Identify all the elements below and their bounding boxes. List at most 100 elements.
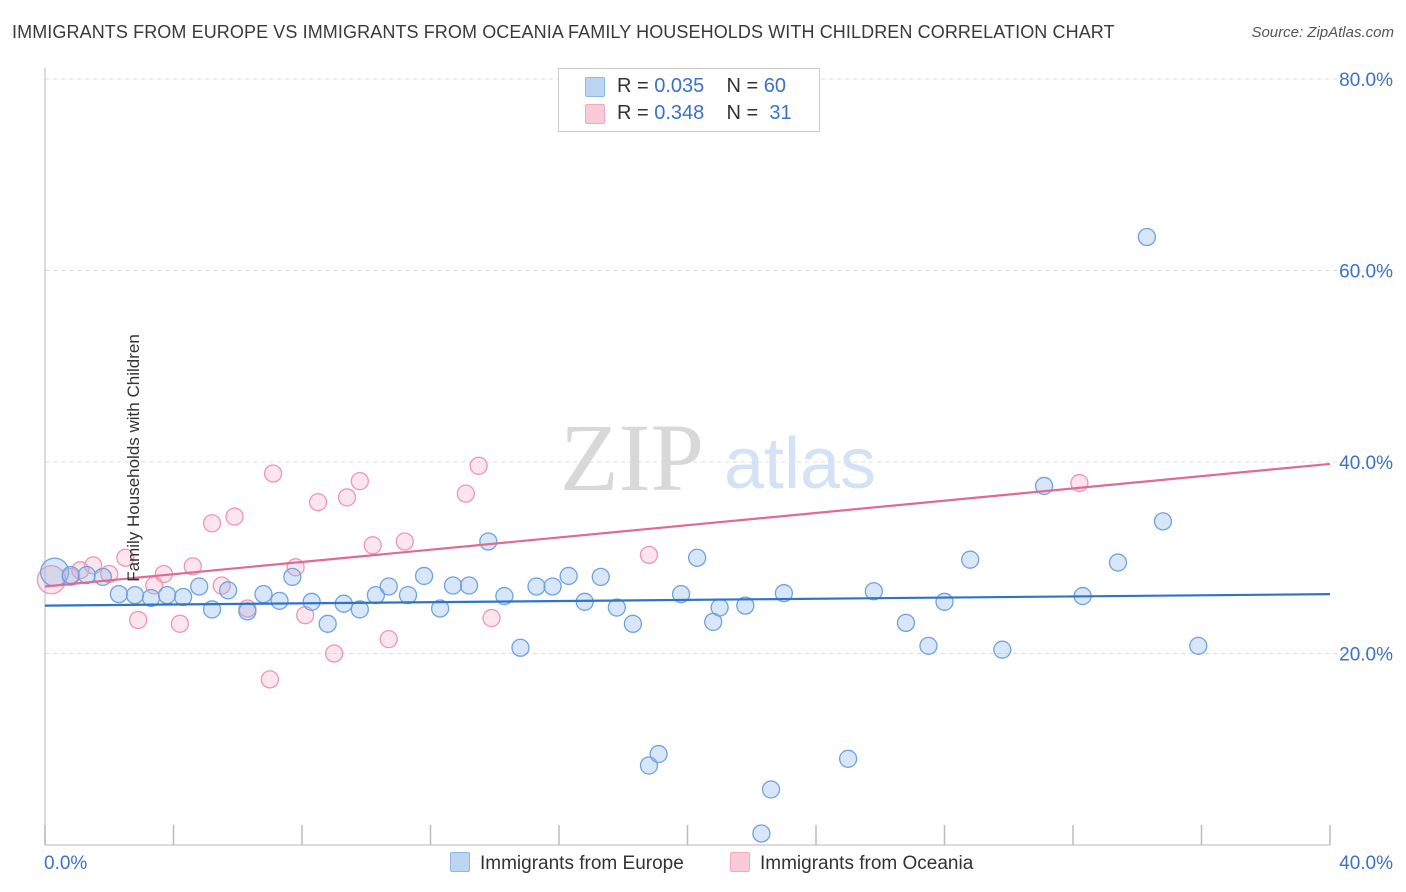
legend-oceania-r-label: R = bbox=[617, 102, 649, 124]
europe-point-57 bbox=[1137, 227, 1157, 247]
y-tick-label: 20.0% bbox=[1339, 645, 1393, 666]
x-tick-label-max: 40.0% bbox=[1339, 853, 1393, 874]
europe-point-43 bbox=[736, 596, 755, 615]
oceania-point-19 bbox=[308, 493, 328, 512]
legend-swatch-oceania bbox=[585, 104, 605, 124]
oceania-point-20 bbox=[324, 644, 344, 663]
oceania-point-0 bbox=[36, 565, 67, 595]
europe-point-30 bbox=[527, 577, 546, 596]
europe-point-25 bbox=[443, 576, 463, 595]
europe-point-22 bbox=[398, 585, 418, 605]
legend-swatch-europe bbox=[585, 77, 605, 97]
europe-point-15 bbox=[283, 567, 302, 587]
oceania-point-10 bbox=[183, 557, 202, 576]
europe-point-38 bbox=[649, 744, 668, 764]
europe-point-7 bbox=[157, 585, 177, 605]
europe-point-13 bbox=[254, 584, 273, 604]
europe-point-40 bbox=[687, 548, 707, 567]
y-tick-label: 80.0% bbox=[1339, 70, 1393, 91]
europe-point-56 bbox=[1108, 553, 1128, 572]
y-axis-label: Family Households with Children bbox=[123, 334, 143, 582]
europe-point-24 bbox=[430, 599, 450, 618]
europe-point-58 bbox=[1153, 512, 1173, 531]
europe-point-32 bbox=[559, 566, 578, 586]
oceania-point-25 bbox=[395, 532, 414, 551]
europe-trend-line bbox=[44, 593, 1331, 607]
watermark-atlas: atlas bbox=[724, 424, 876, 504]
europe-point-48 bbox=[864, 582, 883, 601]
legend-oceania-n-label: N = bbox=[726, 102, 759, 124]
oceania-point-6 bbox=[129, 610, 148, 630]
europe-point-12 bbox=[238, 602, 257, 621]
oceania-point-29 bbox=[639, 545, 659, 565]
bottom-legend-europe-label: Immigrants from Europe bbox=[480, 853, 684, 874]
legend-europe-n-value: 60 bbox=[763, 75, 787, 97]
europe-point-59 bbox=[1189, 636, 1208, 655]
oceania-point-15 bbox=[260, 670, 280, 689]
oceania-point-16 bbox=[263, 464, 283, 483]
oceania-trend-line bbox=[44, 462, 1331, 588]
europe-point-31 bbox=[543, 577, 562, 596]
stats-legend: R = 0.035 N = 60 R = 0.348 N = 31 bbox=[558, 68, 820, 132]
tick-labels: 20.0% 40.0% 60.0% 80.0% 0.0% 40.0% bbox=[44, 70, 1393, 874]
watermark: ZIP atlas bbox=[560, 404, 876, 511]
europe-point-51 bbox=[935, 592, 954, 611]
europe-point-5 bbox=[125, 585, 145, 605]
axes bbox=[44, 68, 1331, 846]
chart-title: IMMIGRANTS FROM EUROPE VS IMMIGRANTS FRO… bbox=[12, 22, 1115, 42]
bottom-legend-europe: Immigrants from Europe bbox=[450, 852, 684, 875]
europe-point-16 bbox=[302, 592, 321, 611]
europe-point-1 bbox=[61, 565, 80, 585]
europe-point-17 bbox=[318, 614, 337, 633]
europe-point-50 bbox=[919, 636, 938, 655]
europe-point-49 bbox=[896, 613, 916, 633]
bottom-legend-oceania-label: Immigrants from Oceania bbox=[760, 853, 974, 874]
oceania-point-24 bbox=[379, 629, 398, 649]
oceania-point-5 bbox=[116, 548, 135, 567]
oceania-point-21 bbox=[337, 488, 357, 507]
europe-point-28 bbox=[495, 586, 514, 606]
oceania-point-22 bbox=[350, 471, 369, 491]
europe-point-44 bbox=[752, 824, 771, 843]
europe-point-3 bbox=[93, 567, 112, 587]
legend-oceania-r-value: 0.348 bbox=[654, 102, 705, 124]
europe-point-23 bbox=[414, 566, 434, 586]
europe-point-53 bbox=[993, 640, 1012, 659]
oceania-point-13 bbox=[225, 507, 244, 526]
europe-point-34 bbox=[591, 567, 610, 587]
oceania-point-23 bbox=[363, 536, 382, 555]
europe-point-8 bbox=[173, 587, 193, 607]
bottom-legend-swatch-europe bbox=[450, 852, 470, 872]
europe-point-36 bbox=[623, 614, 643, 633]
europe-point-27 bbox=[479, 532, 498, 551]
bottom-legend-oceania: Immigrants from Oceania bbox=[730, 852, 973, 875]
europe-points bbox=[39, 227, 1208, 843]
x-tick-label-min: 0.0% bbox=[44, 853, 87, 874]
oceania-point-28 bbox=[482, 608, 501, 628]
europe-point-35 bbox=[607, 598, 626, 617]
bottom-legend-swatch-oceania bbox=[730, 852, 750, 872]
europe-point-26 bbox=[459, 576, 479, 595]
europe-point-21 bbox=[379, 577, 398, 596]
oceania-point-26 bbox=[456, 484, 475, 503]
europe-point-46 bbox=[774, 584, 794, 603]
y-tick-label: 40.0% bbox=[1339, 453, 1393, 474]
legend-europe-r-value: 0.035 bbox=[654, 75, 705, 97]
europe-point-11 bbox=[218, 581, 238, 600]
watermark-zip: ZIP bbox=[560, 404, 704, 511]
legend-europe-r-label: R = bbox=[617, 75, 649, 97]
oceania-point-9 bbox=[170, 614, 190, 633]
trend-lines bbox=[44, 462, 1331, 607]
europe-point-9 bbox=[190, 577, 209, 596]
europe-point-39 bbox=[671, 584, 691, 604]
source-label: Source: ZipAtlas.com bbox=[1251, 24, 1394, 41]
europe-point-19 bbox=[350, 600, 369, 619]
europe-point-29 bbox=[511, 638, 530, 657]
europe-point-47 bbox=[838, 749, 858, 768]
europe-point-45 bbox=[761, 780, 781, 799]
legend-europe-n-label: N = bbox=[726, 75, 759, 97]
oceania-point-11 bbox=[202, 514, 222, 533]
europe-point-52 bbox=[961, 550, 980, 569]
oceania-point-27 bbox=[469, 456, 488, 475]
